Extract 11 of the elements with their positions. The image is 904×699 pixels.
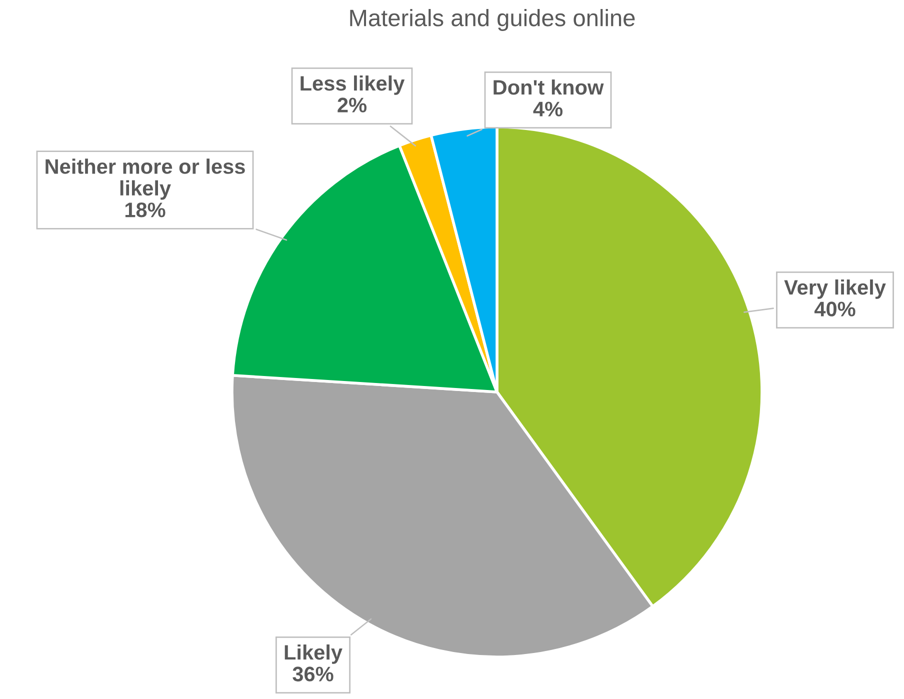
- slice-label: Don't know: [494, 79, 604, 95]
- data-label: 4%: [533, 102, 563, 116]
- data-label: 36%: [292, 666, 334, 682]
- slice-label: Neither more or less likely: [46, 158, 245, 200]
- data-label: 18%: [125, 202, 166, 218]
- data-label: 2%: [338, 98, 367, 112]
- slice-label: Very likely: [784, 279, 886, 299]
- slice-label: Likely: [284, 644, 342, 664]
- slice-label: Less likely: [300, 75, 405, 95]
- chart-title: Materials and guides online: [350, 8, 635, 32]
- data-label: 40%: [814, 302, 856, 316]
